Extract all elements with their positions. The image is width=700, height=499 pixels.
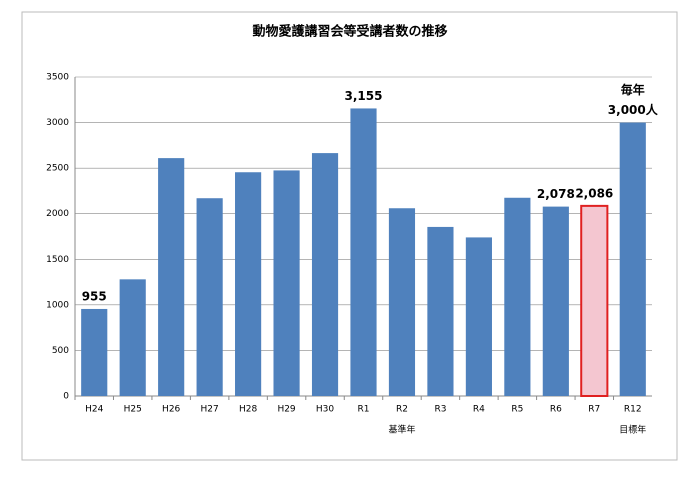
bar — [81, 308, 108, 396]
x-tick-label: R7 — [588, 405, 600, 415]
y-tick-label: 1500 — [46, 255, 69, 265]
x-tick-label: R3 — [434, 405, 446, 415]
x-tick-label: R5 — [511, 405, 523, 415]
y-tick-label: 0 — [63, 392, 69, 402]
bar — [158, 158, 185, 396]
x-tick-label: R4 — [473, 405, 485, 415]
y-tick-label: 3500 — [46, 73, 69, 83]
value-label: 2,078 — [537, 187, 575, 201]
x-tick-label: R6 — [550, 405, 562, 415]
bar — [427, 226, 454, 396]
bar — [465, 237, 492, 396]
chart-title: 動物愛護講習会等受講者数の推移 — [252, 24, 447, 40]
category-note: 基準年 — [388, 424, 415, 436]
x-tick-label: H28 — [239, 405, 257, 415]
bar — [580, 204, 609, 397]
bar — [235, 172, 262, 396]
x-tick-label: R12 — [624, 405, 642, 415]
value-label-note: 毎年 — [621, 82, 645, 97]
x-tick-label: H27 — [201, 405, 219, 415]
bar — [273, 170, 300, 396]
y-tick-label: 3000 — [46, 118, 69, 128]
bar — [504, 197, 531, 396]
x-tick-label: H24 — [85, 405, 103, 415]
bar — [350, 108, 377, 397]
value-label: 955 — [82, 289, 107, 303]
value-label: 3,155 — [345, 89, 383, 103]
y-tick-label: 2500 — [46, 164, 69, 174]
y-tick-label: 500 — [52, 346, 69, 356]
bar — [542, 206, 569, 396]
bar — [619, 122, 646, 397]
x-tick-label: R2 — [396, 405, 408, 415]
y-tick-label: 1000 — [46, 300, 69, 310]
bar — [196, 198, 223, 396]
bar — [119, 279, 146, 396]
category-note: 目標年 — [619, 424, 646, 436]
x-tick-label: H26 — [162, 405, 180, 415]
x-tick-label: H29 — [277, 405, 295, 415]
x-tick-label: R1 — [358, 405, 370, 415]
x-tick-label: H25 — [124, 405, 142, 415]
value-label: 2,086 — [575, 186, 613, 200]
y-tick-label: 2000 — [46, 209, 69, 219]
value-label: 3,000人 — [608, 102, 659, 117]
x-tick-label: H30 — [316, 405, 334, 415]
bar — [311, 153, 339, 396]
bar — [388, 208, 416, 396]
